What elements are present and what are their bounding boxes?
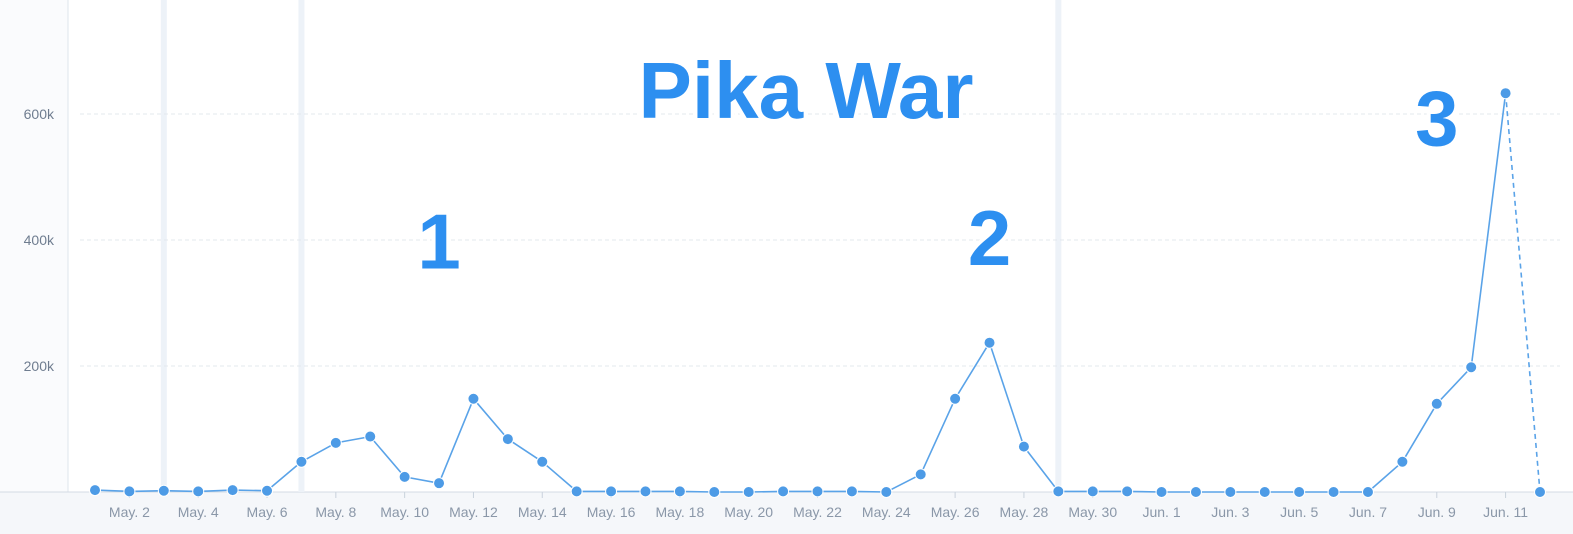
highlight-band [1055, 0, 1062, 492]
data-point[interactable] [1465, 361, 1478, 374]
data-point[interactable] [536, 455, 549, 468]
data-point[interactable] [845, 485, 858, 498]
series-line-dashed-segment [1504, 93, 1541, 493]
data-point[interactable] [880, 486, 893, 498]
annotation-label: 3 [1415, 75, 1458, 163]
highlight-band [298, 0, 305, 492]
x-tick-label: Jun. 5 [1280, 504, 1318, 520]
data-point[interactable] [226, 484, 239, 497]
data-point[interactable] [433, 477, 446, 490]
y-axis-ticks: 200k 400k 600k [24, 106, 55, 374]
highlight-bands [160, 0, 1062, 492]
gridlines [80, 113, 1560, 367]
left-gutter [0, 0, 68, 534]
data-point[interactable] [570, 485, 583, 498]
data-point[interactable] [89, 484, 101, 497]
data-point[interactable] [1327, 486, 1340, 498]
data-point[interactable] [639, 485, 652, 498]
data-point[interactable] [777, 485, 790, 498]
x-tick-label: May. 20 [724, 504, 773, 520]
data-point[interactable] [914, 468, 927, 481]
x-tick-label: May. 10 [380, 504, 429, 520]
data-point[interactable] [1052, 485, 1065, 498]
x-axis-strip [0, 492, 1573, 534]
data-point[interactable] [261, 484, 274, 497]
x-tick-label: May. 12 [449, 504, 498, 520]
x-tick-label: May. 22 [793, 504, 842, 520]
x-tick-label: May. 6 [247, 504, 288, 520]
x-tick-label: May. 8 [315, 504, 356, 520]
annotations: 1 2 3 [413, 71, 1462, 290]
data-point[interactable] [1534, 486, 1546, 498]
data-point[interactable] [1121, 485, 1134, 498]
x-tick-label: May. 26 [931, 504, 980, 520]
x-tick-label: May. 4 [178, 504, 219, 520]
data-point[interactable] [1499, 87, 1512, 100]
x-tick-label: Jun. 9 [1418, 504, 1456, 520]
data-point[interactable] [192, 485, 205, 498]
data-point[interactable] [1396, 455, 1409, 468]
annotation-label: 2 [968, 194, 1011, 282]
x-axis-ticks: May. 2 May. 4 May. 6 May. 8 May. 10 May. 12 Ma… [109, 492, 1528, 520]
data-point[interactable] [1086, 485, 1099, 498]
chart-title: Pika War [639, 46, 974, 135]
data-point[interactable] [364, 430, 377, 443]
data-point[interactable] [605, 485, 618, 498]
data-point[interactable] [673, 485, 686, 498]
x-tick-label: May. 28 [1000, 504, 1049, 520]
highlight-band [160, 0, 167, 492]
data-point[interactable] [467, 392, 480, 405]
data-point[interactable] [329, 436, 342, 449]
data-point[interactable] [398, 470, 411, 483]
x-tick-label: May. 14 [518, 504, 567, 520]
y-tick-label: 400k [24, 232, 55, 248]
x-tick-label: May. 18 [655, 504, 704, 520]
x-tick-label: Jun. 7 [1349, 504, 1387, 520]
annotation-label: 1 [417, 197, 460, 285]
series-points [89, 87, 1546, 498]
x-tick-label: Jun. 1 [1142, 504, 1180, 520]
data-point[interactable] [295, 455, 308, 468]
y-tick-label: 200k [24, 358, 55, 374]
data-point[interactable] [983, 336, 996, 349]
data-point[interactable] [501, 433, 514, 446]
x-tick-label: May. 24 [862, 504, 911, 520]
x-tick-label: Jun. 11 [1483, 504, 1528, 520]
data-point[interactable] [157, 484, 170, 497]
data-point[interactable] [811, 485, 824, 498]
data-point[interactable] [1430, 397, 1443, 410]
data-point[interactable] [708, 486, 721, 498]
x-tick-label: Jun. 3 [1211, 504, 1249, 520]
data-point[interactable] [1224, 486, 1237, 498]
x-tick-label: May. 30 [1068, 504, 1117, 520]
x-tick-label: May. 2 [109, 504, 150, 520]
data-point[interactable] [123, 485, 136, 498]
y-tick-label: 600k [24, 106, 55, 122]
data-point[interactable] [949, 392, 962, 405]
data-point[interactable] [742, 486, 755, 498]
x-tick-label: May. 16 [587, 504, 636, 520]
data-point[interactable] [1361, 486, 1374, 498]
data-point[interactable] [1155, 486, 1168, 498]
data-point[interactable] [1017, 440, 1030, 453]
data-point[interactable] [1293, 486, 1306, 498]
data-point[interactable] [1189, 486, 1202, 498]
data-point[interactable] [1258, 486, 1271, 498]
